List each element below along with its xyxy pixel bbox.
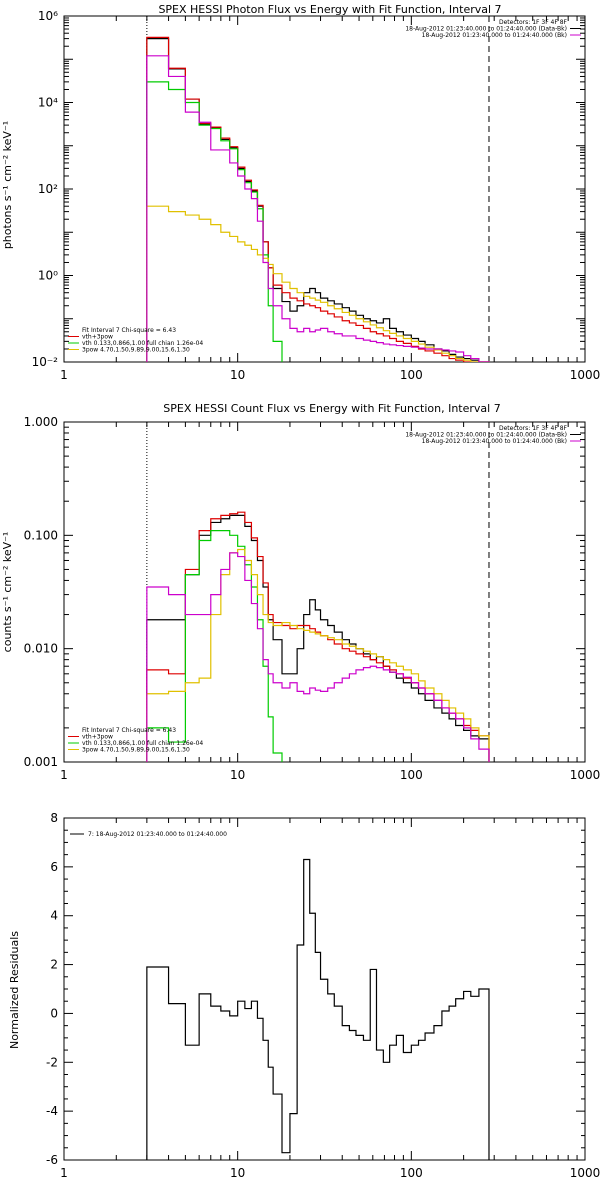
- y-tick-label: 10⁶: [38, 9, 58, 23]
- photon-flux-panel: SPEX HESSI Photon Flux vs Energy with Fi…: [1, 3, 600, 382]
- y-tick-label: 0.010: [24, 642, 58, 656]
- data-series-3: [146, 205, 490, 362]
- legend-entry: 18-Aug-2012 01:23:40.000 to 01:24:40.000…: [405, 26, 567, 33]
- data-series-0: [146, 514, 490, 762]
- legend-entry: vth 0.133,0.866,1.00 full chian 1.26e-04: [82, 340, 203, 347]
- y-tick-label: -2: [46, 1055, 58, 1069]
- legend-entry: 18-Aug-2012 01:23:40.000 to 01:24:40.000…: [422, 438, 567, 445]
- legend-entry: 7: 18-Aug-2012 01:23:40.000 to 01:24:40.…: [88, 831, 227, 838]
- x-tick-label: 1000: [570, 768, 600, 782]
- y-tick-label: -4: [46, 1104, 58, 1118]
- data-series-0: [146, 38, 490, 362]
- y-axis-label: Normalized Residuals: [8, 931, 21, 1049]
- y-tick-label: 4: [50, 909, 58, 923]
- data-series-0: [146, 858, 490, 1160]
- plot-frame: [63, 817, 586, 1161]
- legend-entry: vth 0.133,0.866,1.00 full chian 1.26e-04: [82, 740, 203, 747]
- data-series-4: [146, 552, 490, 762]
- y-tick-label: 10⁰: [38, 269, 58, 283]
- x-tick-label: 100: [400, 768, 423, 782]
- y-axis-label: counts s⁻¹ cm⁻² keV⁻¹: [1, 532, 14, 653]
- x-tick-label: 1: [60, 1166, 68, 1180]
- data-series-1: [146, 511, 490, 762]
- legend-entry: Detectors: 1F 3F 4F 8F: [499, 425, 568, 432]
- legend-entry: vth+3pow: [82, 334, 113, 341]
- y-tick-label: 2: [50, 958, 58, 972]
- y-tick-label: 10²: [38, 182, 58, 196]
- y-tick-label: 8: [50, 811, 58, 825]
- residuals-panel: Normalized Residuals 1 10 100 1000 -6 -4 -2 0 2 4…: [8, 811, 600, 1180]
- x-tick-label: 1000: [570, 1166, 600, 1180]
- legend-entry: Fit Interval 7 Chi-square = 6.43: [82, 727, 176, 734]
- y-tick-label: 10⁻²: [32, 355, 59, 369]
- data-series-2: [146, 530, 283, 762]
- x-tick-label: 10: [230, 768, 245, 782]
- chart-title: SPEX HESSI Count Flux vs Energy with Fit…: [163, 402, 500, 415]
- x-tick-label: 10: [230, 368, 245, 382]
- data-series-4: [146, 55, 490, 362]
- legend-entry: vth+3pow: [82, 734, 113, 741]
- plot-frame: [63, 421, 586, 763]
- legend-entry: 3pow 4.70,1.50,9.89,9.00,15.6,1.30: [82, 747, 190, 754]
- legend-entry: 18-Aug-2012 01:23:40.000 to 01:24:40.000…: [422, 32, 567, 39]
- y-tick-label: 10⁴: [38, 96, 58, 110]
- y-axis-label: photons s⁻¹ cm⁻² keV⁻¹: [1, 121, 14, 249]
- x-tick-label: 1000: [570, 368, 600, 382]
- legend-entry: Fit Interval 7 Chi-square = 6.43: [82, 327, 176, 334]
- legend-entry: Detectors: 1F 3F 4F 8F: [499, 19, 568, 26]
- data-series-2: [146, 81, 283, 362]
- y-tick-label: 6: [50, 860, 58, 874]
- y-tick-label: -6: [46, 1153, 58, 1167]
- y-tick-label: 0.100: [24, 528, 58, 542]
- plot-frame: [63, 15, 586, 363]
- x-tick-label: 10: [230, 1166, 245, 1180]
- x-tick-label: 100: [400, 368, 423, 382]
- x-tick-label: 1: [60, 368, 68, 382]
- data-series-3: [146, 548, 490, 762]
- y-tick-label: 0: [50, 1006, 58, 1020]
- legend-entry: 3pow 4.70,1.50,9.89,9.00,15.6,1.30: [82, 347, 190, 354]
- y-tick-label: 0.001: [24, 755, 58, 769]
- legend-entry: 18-Aug-2012 01:23:40.000 to 01:24:40.000…: [405, 432, 567, 439]
- data-series-1: [146, 36, 490, 362]
- x-tick-label: 1: [60, 768, 68, 782]
- chart-title: SPEX HESSI Photon Flux vs Energy with Fi…: [158, 3, 501, 16]
- y-tick-label: 1.000: [24, 415, 58, 429]
- x-tick-label: 100: [400, 1166, 423, 1180]
- count-flux-panel: SPEX HESSI Count Flux vs Energy with Fit…: [1, 402, 600, 782]
